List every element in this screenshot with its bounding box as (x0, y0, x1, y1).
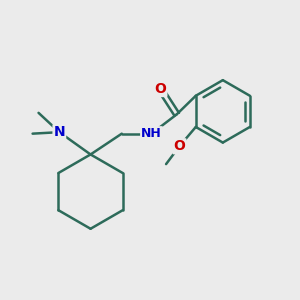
Text: N: N (53, 125, 65, 139)
Text: NH: NH (141, 127, 162, 140)
Text: O: O (154, 82, 166, 96)
Text: O: O (173, 139, 185, 153)
